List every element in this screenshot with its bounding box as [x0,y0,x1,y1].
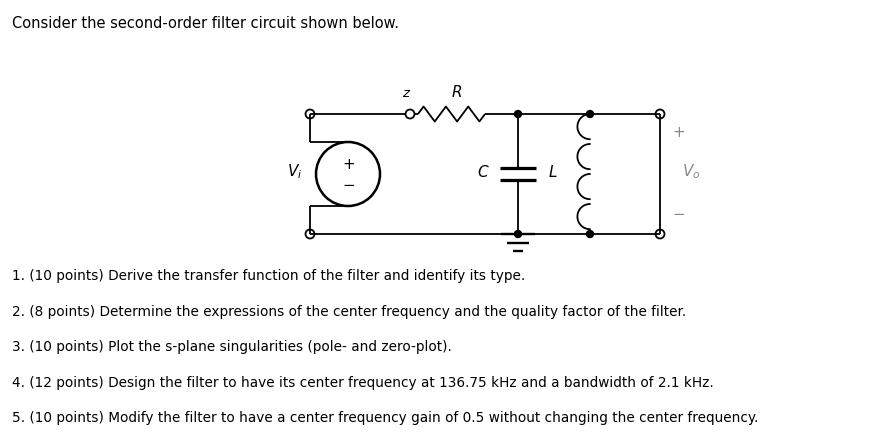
Text: $C$: $C$ [477,164,490,180]
Text: +: + [672,124,685,139]
Text: R: R [451,85,461,100]
Text: 1. (10 points) Derive the transfer function of the filter and identify its type.: 1. (10 points) Derive the transfer funct… [12,269,525,283]
Text: $V_i$: $V_i$ [287,163,302,181]
Circle shape [587,230,594,238]
Text: Consider the second-order filter circuit shown below.: Consider the second-order filter circuit… [12,16,399,31]
Text: −: − [672,206,685,222]
Text: $L$: $L$ [548,164,558,180]
Text: z: z [402,87,409,100]
Text: 4. (12 points) Design the filter to have its center frequency at 136.75 kHz and : 4. (12 points) Design the filter to have… [12,376,713,389]
Text: 2. (8 points) Determine the expressions of the center frequency and the quality : 2. (8 points) Determine the expressions … [12,305,687,318]
Circle shape [514,230,521,238]
Text: +: + [342,156,355,171]
Circle shape [587,111,594,118]
Circle shape [514,111,521,118]
Text: −: − [342,178,355,193]
Text: 3. (10 points) Plot the s-plane singularities (pole- and zero-plot).: 3. (10 points) Plot the s-plane singular… [12,340,452,354]
Text: 5. (10 points) Modify the filter to have a center frequency gain of 0.5 without : 5. (10 points) Modify the filter to have… [12,411,759,425]
Text: $V_o$: $V_o$ [682,163,700,181]
